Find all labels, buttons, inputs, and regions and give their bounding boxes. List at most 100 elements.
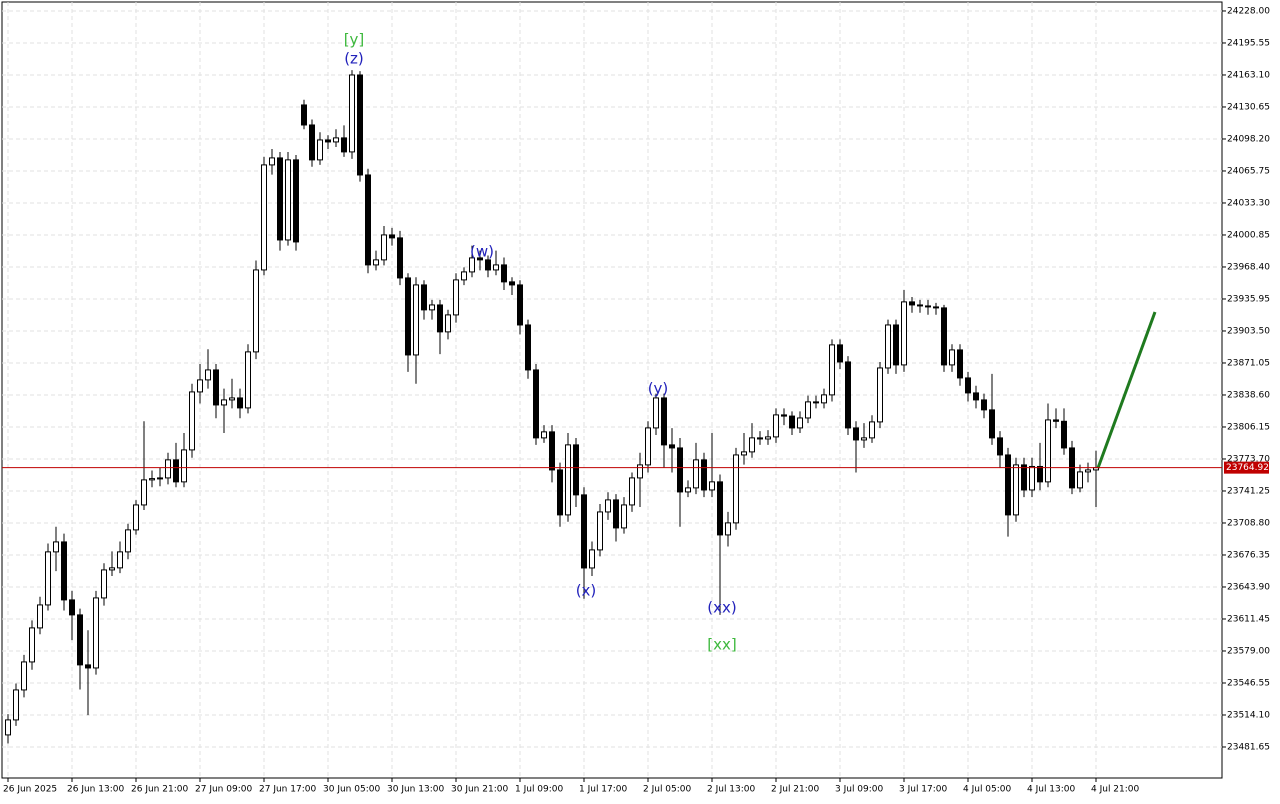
candles [5, 70, 1099, 744]
candle-body [165, 459, 171, 479]
y-tick-label: 23806.15 [1227, 422, 1270, 432]
candle-body [77, 614, 83, 666]
x-tick-label: 26 Jun 13:00 [67, 785, 124, 795]
candle-body [957, 349, 963, 379]
candle-body [1085, 469, 1091, 473]
candle-body [349, 74, 355, 153]
candle-body [741, 451, 747, 456]
y-tick-label: 23611.45 [1227, 614, 1270, 624]
candle-body [453, 279, 459, 316]
candle-body [965, 377, 971, 394]
x-tick-label: 26 Jun 21:00 [131, 785, 188, 795]
candle-body [949, 349, 955, 366]
candle-body [109, 567, 115, 571]
candle-body [317, 139, 323, 161]
candle-body [821, 394, 827, 404]
axes: 24228.00 24195.55 24163.10 24130.65 24098.20… [2, 6, 1270, 795]
candle-body [125, 529, 131, 553]
candle-body [389, 234, 395, 239]
candle-body [621, 504, 627, 529]
candle-body [85, 664, 91, 669]
candle-body [677, 447, 683, 493]
candle-body [541, 431, 547, 439]
x-tick-label: 2 Jul 21:00 [771, 785, 820, 795]
candle-body [29, 627, 35, 663]
x-tick-label: 2 Jul 05:00 [643, 785, 692, 795]
candle-body [909, 301, 915, 306]
wave-label: (z) [344, 50, 364, 68]
candle-body [725, 522, 731, 536]
candle-body [325, 139, 331, 143]
candle-body [397, 237, 403, 279]
x-tick-label: 27 Jun 09:00 [195, 785, 252, 795]
x-tick-label: 27 Jun 17:00 [259, 785, 316, 795]
candle-body [973, 392, 979, 401]
candle-body [573, 444, 579, 496]
candle-body [629, 477, 635, 506]
candle-body [173, 459, 179, 483]
x-tick-label: 4 Jul 05:00 [963, 785, 1012, 795]
candle-body [205, 369, 211, 381]
y-tick-label: 23643.90 [1227, 582, 1270, 592]
y-tick-label: 23708.80 [1227, 518, 1270, 528]
wave-label: (xx) [707, 599, 736, 617]
y-tick-label: 23935.95 [1227, 294, 1270, 304]
candle-body [781, 414, 787, 417]
wave-label: (x) [576, 582, 597, 600]
candle-body [733, 454, 739, 524]
candle-body [645, 427, 651, 466]
candle-body [365, 174, 371, 266]
wave-label: [xx] [707, 636, 736, 654]
candle-body [941, 307, 947, 366]
candle-body [613, 499, 619, 529]
current-price-label: 23764.92 [1226, 463, 1269, 473]
y-tick-label: 24163.10 [1227, 70, 1270, 80]
y-tick-label: 23838.60 [1227, 390, 1270, 400]
y-tick-label: 23676.35 [1227, 550, 1270, 560]
candle-body [429, 304, 435, 311]
candle-body [853, 427, 859, 441]
candle-body [37, 604, 43, 629]
candle-body [509, 281, 515, 286]
candle-body [709, 481, 715, 491]
candle-body [157, 477, 163, 480]
candle-body [309, 124, 315, 161]
wave-label: (w) [470, 243, 494, 261]
candle-body [501, 264, 507, 283]
candle-body [581, 494, 587, 569]
candle-body [101, 569, 107, 599]
candle-body [933, 306, 939, 309]
candle-body [485, 259, 491, 271]
wave-label: (y) [648, 380, 669, 398]
candle-body [1021, 464, 1027, 491]
candle-body [605, 499, 611, 513]
wave-label: [y] [344, 31, 365, 49]
x-tick-label: 4 Jul 21:00 [1091, 785, 1140, 795]
y-tick-label: 23579.00 [1227, 646, 1270, 656]
y-tick-label: 24130.65 [1227, 102, 1270, 112]
candle-body [245, 351, 251, 409]
candle-body [133, 504, 139, 531]
candle-body [421, 284, 427, 311]
plot-frame [1, 1, 1223, 779]
candle-body [341, 137, 347, 153]
candle-body [845, 361, 851, 429]
candle-body [765, 436, 771, 440]
candle-body [789, 415, 795, 429]
candle-body [861, 437, 867, 441]
x-tick-label: 30 Jun 13:00 [387, 785, 444, 795]
forecast-arrow [1096, 311, 1157, 469]
candle-body [685, 487, 691, 493]
candle-body [837, 344, 843, 363]
candle-body [533, 369, 539, 439]
candle-body [469, 257, 475, 273]
candle-body [813, 401, 819, 404]
candle-body [381, 234, 387, 261]
x-tick-label: 1 Jul 09:00 [515, 785, 564, 795]
x-tick-label: 26 Jun 2025 [3, 785, 57, 795]
candle-body [565, 444, 571, 516]
y-tick-label: 24033.30 [1227, 198, 1270, 208]
candle-body [293, 159, 299, 243]
candle-body [477, 257, 483, 261]
candle-body [405, 277, 411, 356]
